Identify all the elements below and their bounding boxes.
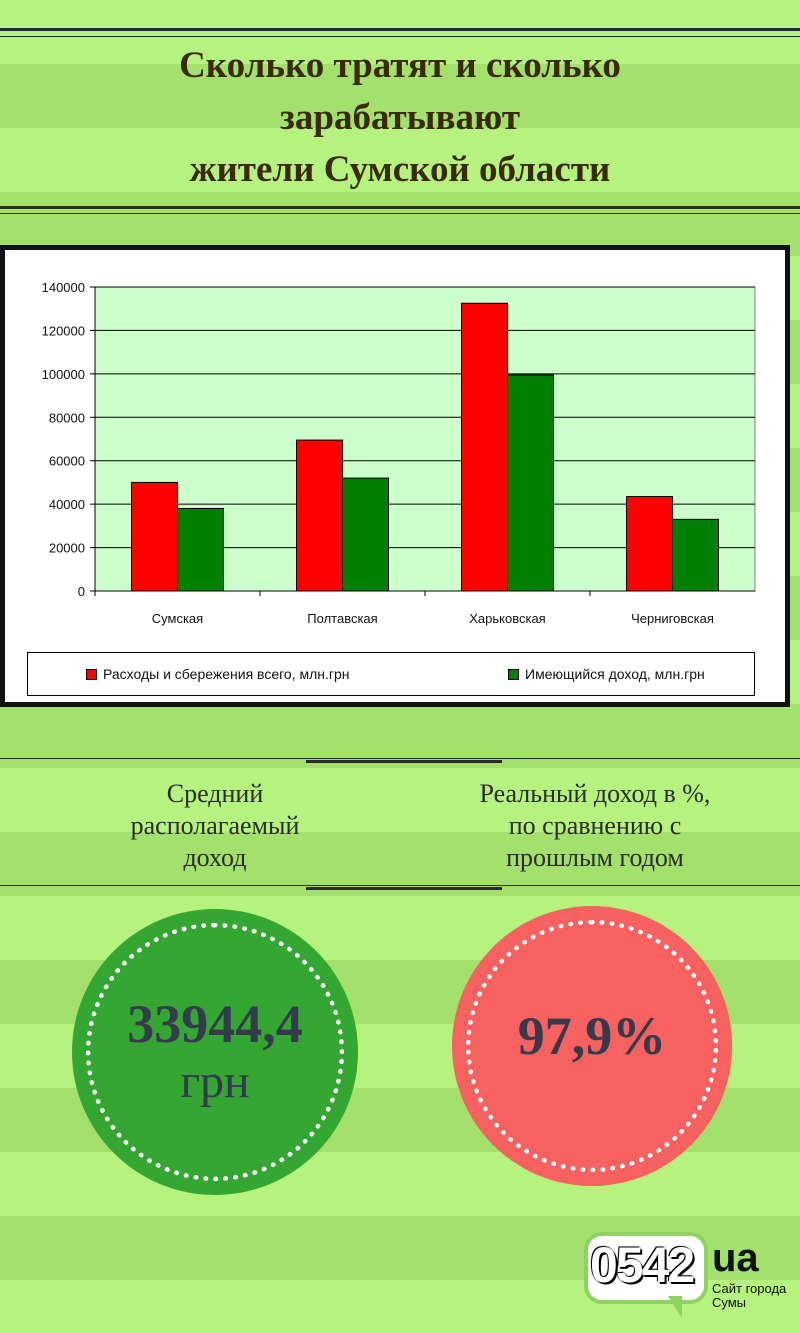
divider [0,28,800,31]
label-line: Средний [166,779,264,808]
x-tick-label: Полтавская [307,611,377,626]
label-line: прошлым годом [506,843,684,872]
divider [0,213,800,214]
page-title: Сколько тратят и сколько зарабатывают жи… [0,40,800,196]
legend-item-income: Имеющийся доход, млн.грн [508,666,705,682]
x-tick-label: Харьковская [469,611,545,626]
bar-expenses [131,481,178,592]
y-tick-label: 60000 [49,454,85,469]
dotted-ring [86,923,344,1181]
logo-number: 0542 [590,1237,695,1293]
label-line: располагаемый [130,811,300,840]
avg-income-value: 33944,4 [127,994,303,1054]
label-line: доход [183,843,247,872]
x-tick-label: Черниговская [631,611,714,626]
real-income-circle: 97,9% [452,906,732,1186]
bar-income [507,374,554,592]
y-tick-label: 40000 [49,497,85,512]
logo-bubble-tail [668,1296,682,1318]
bar-expenses [461,302,508,592]
divider [306,760,502,763]
divider [306,887,502,890]
title-line: зарабатывают [280,97,520,138]
label-line: Реальный доход в %, [479,779,711,808]
legend-swatch-green [508,668,519,680]
x-tick-label: Сумская [152,611,203,626]
legend-label: Имеющийся доход, млн.грн [525,666,705,682]
real-income-value: 97,9% [517,1006,667,1066]
real-income-label: Реальный доход в %, по сравнению с прошл… [440,778,750,874]
y-tick-label: 20000 [49,541,85,556]
y-tick-label: 140000 [42,280,85,295]
bar-income [177,507,224,592]
title-line: жители Сумской области [189,149,611,190]
legend-label: Расходы и сбережения всего, млн.грн [103,666,350,682]
avg-income-circle: 33944,4 грн [72,909,358,1195]
bar-expenses [626,496,673,592]
title-line: Сколько тратят и сколько [179,45,621,86]
avg-income-label: Средний располагаемый доход [80,778,350,874]
y-tick-label: 80000 [49,410,85,425]
bar-expenses [296,439,343,592]
legend-item-expenses: Расходы и сбережения всего, млн.грн [86,666,350,682]
dotted-ring [466,920,718,1172]
site-logo: 0542 ua Сайт города Сумы [584,1232,794,1322]
bar-income [342,477,389,592]
logo-subtitle: Сайт города Сумы [712,1281,787,1310]
bar-income [672,518,719,592]
avg-income-unit: грн [180,1055,250,1108]
y-tick-label: 120000 [42,323,85,338]
divider [0,36,800,37]
y-tick-label: 0 [78,584,85,599]
logo-bubble [584,1232,708,1304]
bar-chart: 0 20000 40000 60000 80000 100000 120000 140000 С… [0,245,790,707]
chart-legend: Расходы и сбережения всего, млн.грн Имею… [27,652,755,696]
logo-domain: ua [712,1236,759,1280]
divider [0,758,800,759]
y-tick-label: 100000 [42,367,85,382]
label-line: по сравнению с [508,811,682,840]
divider [0,206,800,209]
legend-swatch-red [86,668,97,680]
divider [0,885,800,886]
chart-canvas: 0 20000 40000 60000 80000 100000 120000 140000 С… [42,280,756,626]
